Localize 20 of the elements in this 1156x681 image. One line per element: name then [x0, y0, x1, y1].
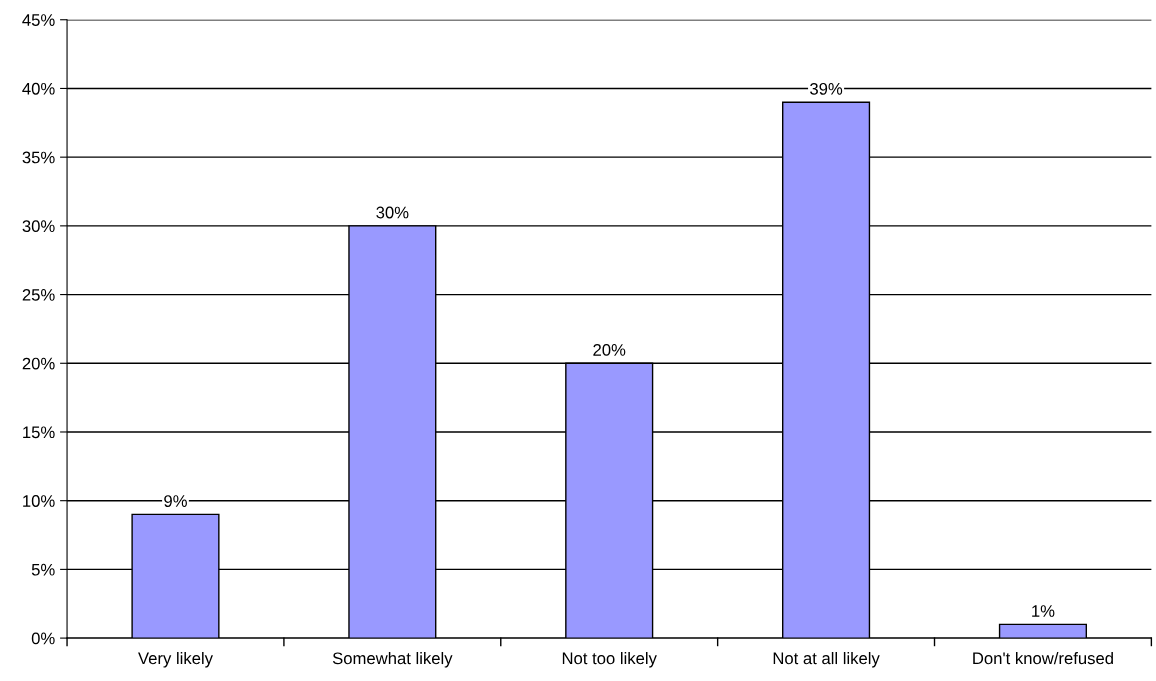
y-tick-label: 30% [22, 220, 55, 233]
x-tick-label: Very likely [138, 651, 213, 668]
y-tick-label: 40% [22, 82, 55, 95]
data-label: 39% [810, 82, 843, 95]
data-label: 9% [164, 495, 187, 507]
x-tick-label: Not at all likely [773, 651, 880, 668]
data-label: 20% [593, 344, 626, 356]
x-tick-label: Don't know/refused [973, 651, 1113, 665]
y-tick-label: 20% [22, 357, 55, 370]
x-tick-label: Not too likely [562, 651, 657, 668]
y-tick-label: 5% [31, 563, 55, 576]
y-tick-label: 15% [23, 426, 55, 439]
y-tick-label: 45% [22, 14, 55, 26]
y-tick-label: 25% [22, 288, 55, 301]
data-label: 1% [1032, 605, 1055, 617]
y-tick-label: 0% [31, 632, 55, 645]
y-tick-label: 35% [22, 151, 55, 164]
y-tick-label: 10% [23, 495, 55, 507]
data-label: 30% [376, 206, 409, 219]
x-tick-label: Somewhat likely [332, 651, 453, 668]
